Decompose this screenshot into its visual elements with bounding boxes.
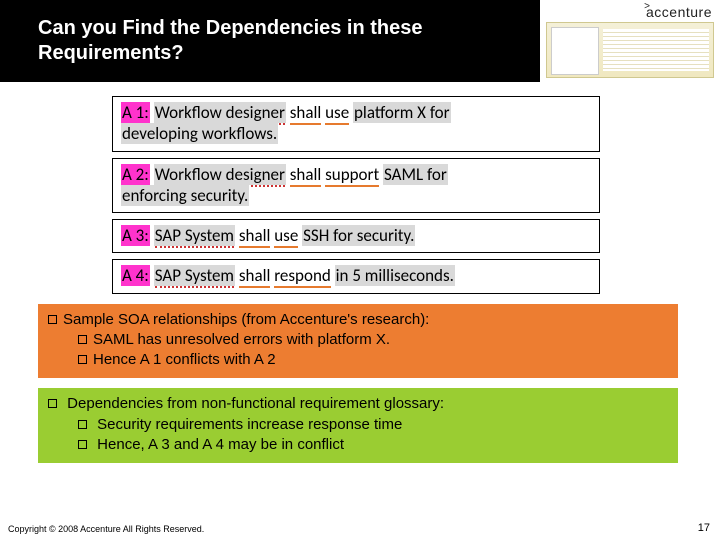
req-subject: SAP System <box>155 225 234 248</box>
green-note-box: Dependencies from non-functional require… <box>38 388 678 463</box>
req-line2: enforcing security. <box>121 185 249 206</box>
req-verb2: use <box>274 225 298 248</box>
req-tag: A 1: <box>121 102 150 123</box>
logo-text: accenture <box>646 4 712 20</box>
req-subject: Workflow designer <box>155 164 285 187</box>
req-verb: shall <box>239 225 271 248</box>
req-verb: shall <box>290 102 322 125</box>
note-line: Hence A 1 conflicts with A 2 <box>48 350 668 370</box>
slide-header: Can you Find the Dependencies in these R… <box>0 0 720 82</box>
requirements-list: A 1: Workflow designer shall use platfor… <box>112 96 600 294</box>
bullet-icon <box>78 440 87 449</box>
req-verb2: use <box>325 102 349 125</box>
req-verb2: support <box>325 164 379 187</box>
req-line2: developing workflows. <box>121 123 278 144</box>
requirement-a3: A 3: SAP System shall use SSH for securi… <box>112 219 600 253</box>
bullet-icon <box>48 315 57 324</box>
req-subject: Workflow designer <box>155 102 285 125</box>
note-line: Security requirements increase response … <box>48 415 668 435</box>
req-rest: SSH for security. <box>302 225 415 246</box>
req-verb: shall <box>290 164 322 187</box>
req-rest: platform X for <box>353 102 451 123</box>
requirement-a4: A 4: SAP System shall respond in 5 milli… <box>112 259 600 293</box>
thumbnail-preview <box>546 22 714 78</box>
req-subject: SAP System <box>155 265 234 288</box>
requirement-a2: A 2: Workflow designer shall support SAM… <box>112 158 600 214</box>
note-line: Dependencies from non-functional require… <box>48 394 668 414</box>
copyright-footer: Copyright © 2008 Accenture All Rights Re… <box>8 524 204 534</box>
note-line: Sample SOA relationships (from Accenture… <box>48 310 668 330</box>
page-number: 17 <box>698 522 710 534</box>
req-tag: A 2: <box>121 164 150 185</box>
orange-note-box: Sample SOA relationships (from Accenture… <box>38 304 678 379</box>
req-tag: A 3: <box>121 225 150 246</box>
bullet-icon <box>78 420 87 429</box>
req-verb2: respond <box>274 265 331 288</box>
note-line: Hence, A 3 and A 4 may be in conflict <box>48 435 668 455</box>
req-rest: SAML for <box>383 164 448 185</box>
bullet-icon <box>48 399 57 408</box>
bullet-icon <box>78 355 87 364</box>
bullet-icon <box>78 335 87 344</box>
note-line: SAML has unresolved errors with platform… <box>48 330 668 350</box>
req-tag: A 4: <box>121 265 150 286</box>
logo-area: > accenture <box>540 0 720 82</box>
req-rest: in 5 milliseconds. <box>335 265 455 286</box>
requirement-a1: A 1: Workflow designer shall use platfor… <box>112 96 600 152</box>
req-verb: shall <box>239 265 271 288</box>
